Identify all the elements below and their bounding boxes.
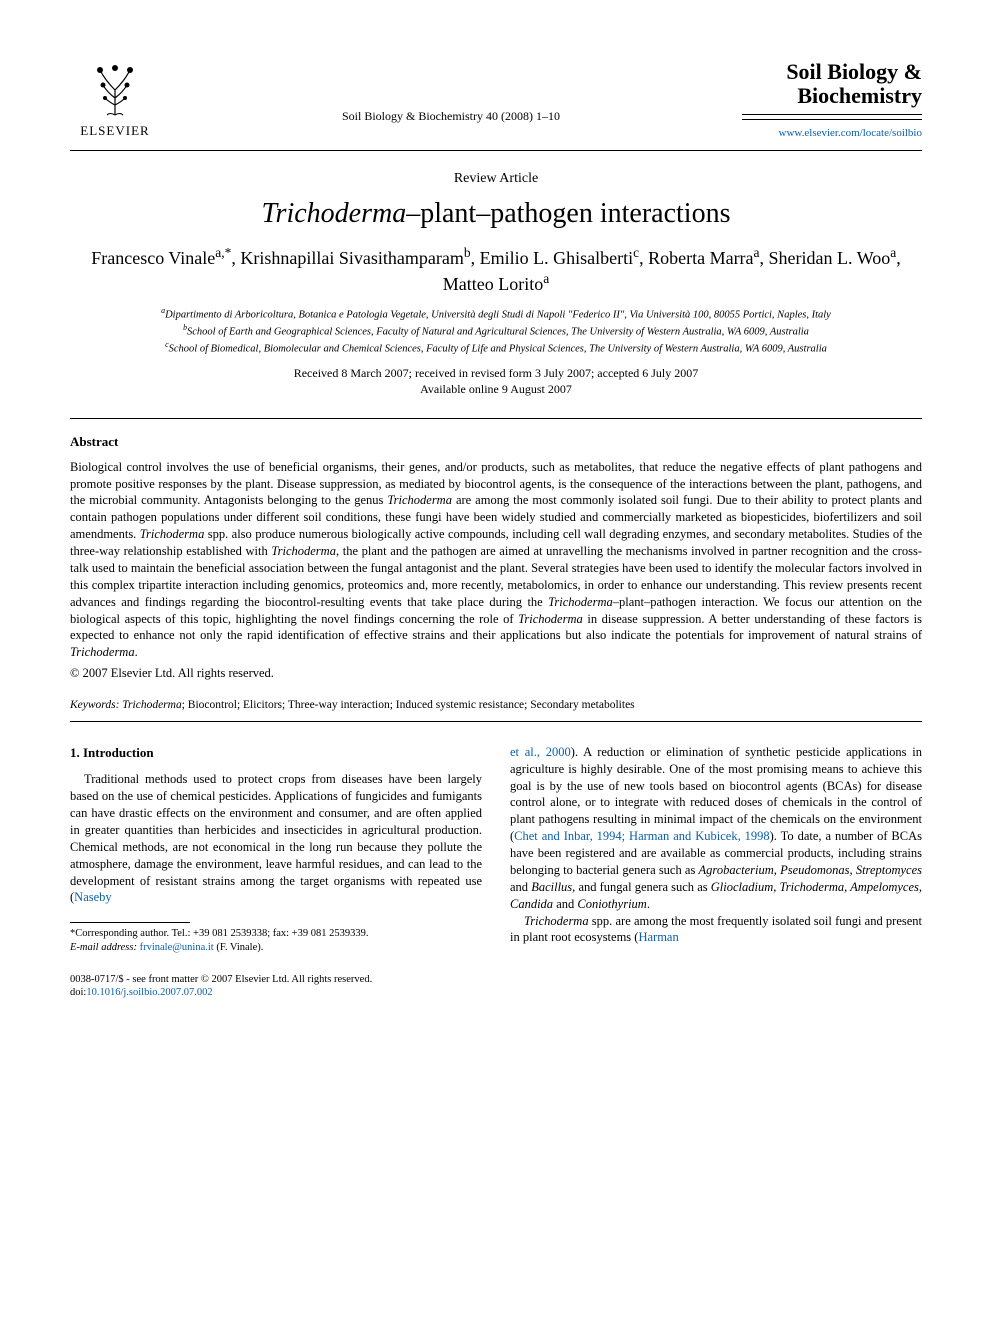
issn-line: 0038-0717/$ - see front matter © 2007 El… xyxy=(70,973,372,987)
footer-left: 0038-0717/$ - see front matter © 2007 El… xyxy=(70,973,372,1000)
footnote-tel: *Corresponding author. Tel.: +39 081 253… xyxy=(70,927,482,941)
intro-p2-right: Trichoderma spp. are among the most freq… xyxy=(510,913,922,947)
copyright: © 2007 Elsevier Ltd. All rights reserved… xyxy=(70,665,922,683)
affiliations: aDipartimento di Arboricoltura, Botanica… xyxy=(110,306,882,356)
title-italic: Trichoderma xyxy=(262,198,407,229)
footnote-email[interactable]: frvinale@unina.it xyxy=(140,942,214,953)
doi-line: doi:10.1016/j.soilbio.2007.07.002 xyxy=(70,986,372,1000)
journal-title-line1: Soil Biology & xyxy=(742,60,922,84)
journal-title-block: Soil Biology & Biochemistry www.elsevier… xyxy=(742,60,922,142)
journal-reference: Soil Biology & Biochemistry 40 (2008) 1–… xyxy=(160,60,742,125)
doi-prefix: doi: xyxy=(70,987,86,998)
abstract-body: Biological control involves the use of b… xyxy=(70,459,922,662)
intro-p1-right: et al., 2000). A reduction or eliminatio… xyxy=(510,744,922,913)
article-dates: Received 8 March 2007; received in revis… xyxy=(70,366,922,397)
affiliation-c: cSchool of Biomedical, Biomolecular and … xyxy=(110,340,882,357)
affiliation-b: bSchool of Earth and Geographical Scienc… xyxy=(110,323,882,340)
body-columns: 1. Introduction Traditional methods used… xyxy=(70,744,922,955)
dates-received: Received 8 March 2007; received in revis… xyxy=(70,366,922,382)
intro-p1-left: Traditional methods used to protect crop… xyxy=(70,771,482,906)
abstract-heading: Abstract xyxy=(70,433,922,451)
footnote-email-label: E-mail address: xyxy=(70,942,137,953)
page-footer: 0038-0717/$ - see front matter © 2007 El… xyxy=(70,973,922,1000)
column-left: 1. Introduction Traditional methods used… xyxy=(70,744,482,955)
dates-online: Available online 9 August 2007 xyxy=(70,382,922,398)
article-type: Review Article xyxy=(70,169,922,189)
elsevier-tree-icon xyxy=(85,60,145,120)
keywords-label: Keywords: xyxy=(70,699,119,711)
section-heading: 1. Introduction xyxy=(70,744,482,762)
column-right: et al., 2000). A reduction or eliminatio… xyxy=(510,744,922,955)
doi-link[interactable]: 10.1016/j.soilbio.2007.07.002 xyxy=(86,987,212,998)
footnote-email-line: E-mail address: frvinale@unina.it (F. Vi… xyxy=(70,941,482,955)
footnote-rule xyxy=(70,922,190,923)
affiliation-a: aDipartimento di Arboricoltura, Botanica… xyxy=(110,306,882,323)
publisher-name: ELSEVIER xyxy=(80,122,149,140)
journal-link[interactable]: www.elsevier.com/locate/soilbio xyxy=(742,126,922,141)
keywords: Keywords: Trichoderma; Biocontrol; Elici… xyxy=(70,697,922,713)
keywords-text: Trichoderma; Biocontrol; Elicitors; Thre… xyxy=(119,699,634,711)
footnote-rest: (F. Vinale). xyxy=(214,942,264,953)
article-title: Trichoderma–plant–pathogen interactions xyxy=(70,194,922,233)
authors: Francesco Vinalea,*, Krishnapillai Sivas… xyxy=(70,244,922,297)
journal-title-line2: Biochemistry xyxy=(742,84,922,108)
corresponding-footnote: *Corresponding author. Tel.: +39 081 253… xyxy=(70,927,482,954)
header: ELSEVIER Soil Biology & Biochemistry 40 … xyxy=(70,60,922,142)
publisher-logo-block: ELSEVIER xyxy=(70,60,160,140)
title-rest: –plant–pathogen interactions xyxy=(406,198,730,229)
